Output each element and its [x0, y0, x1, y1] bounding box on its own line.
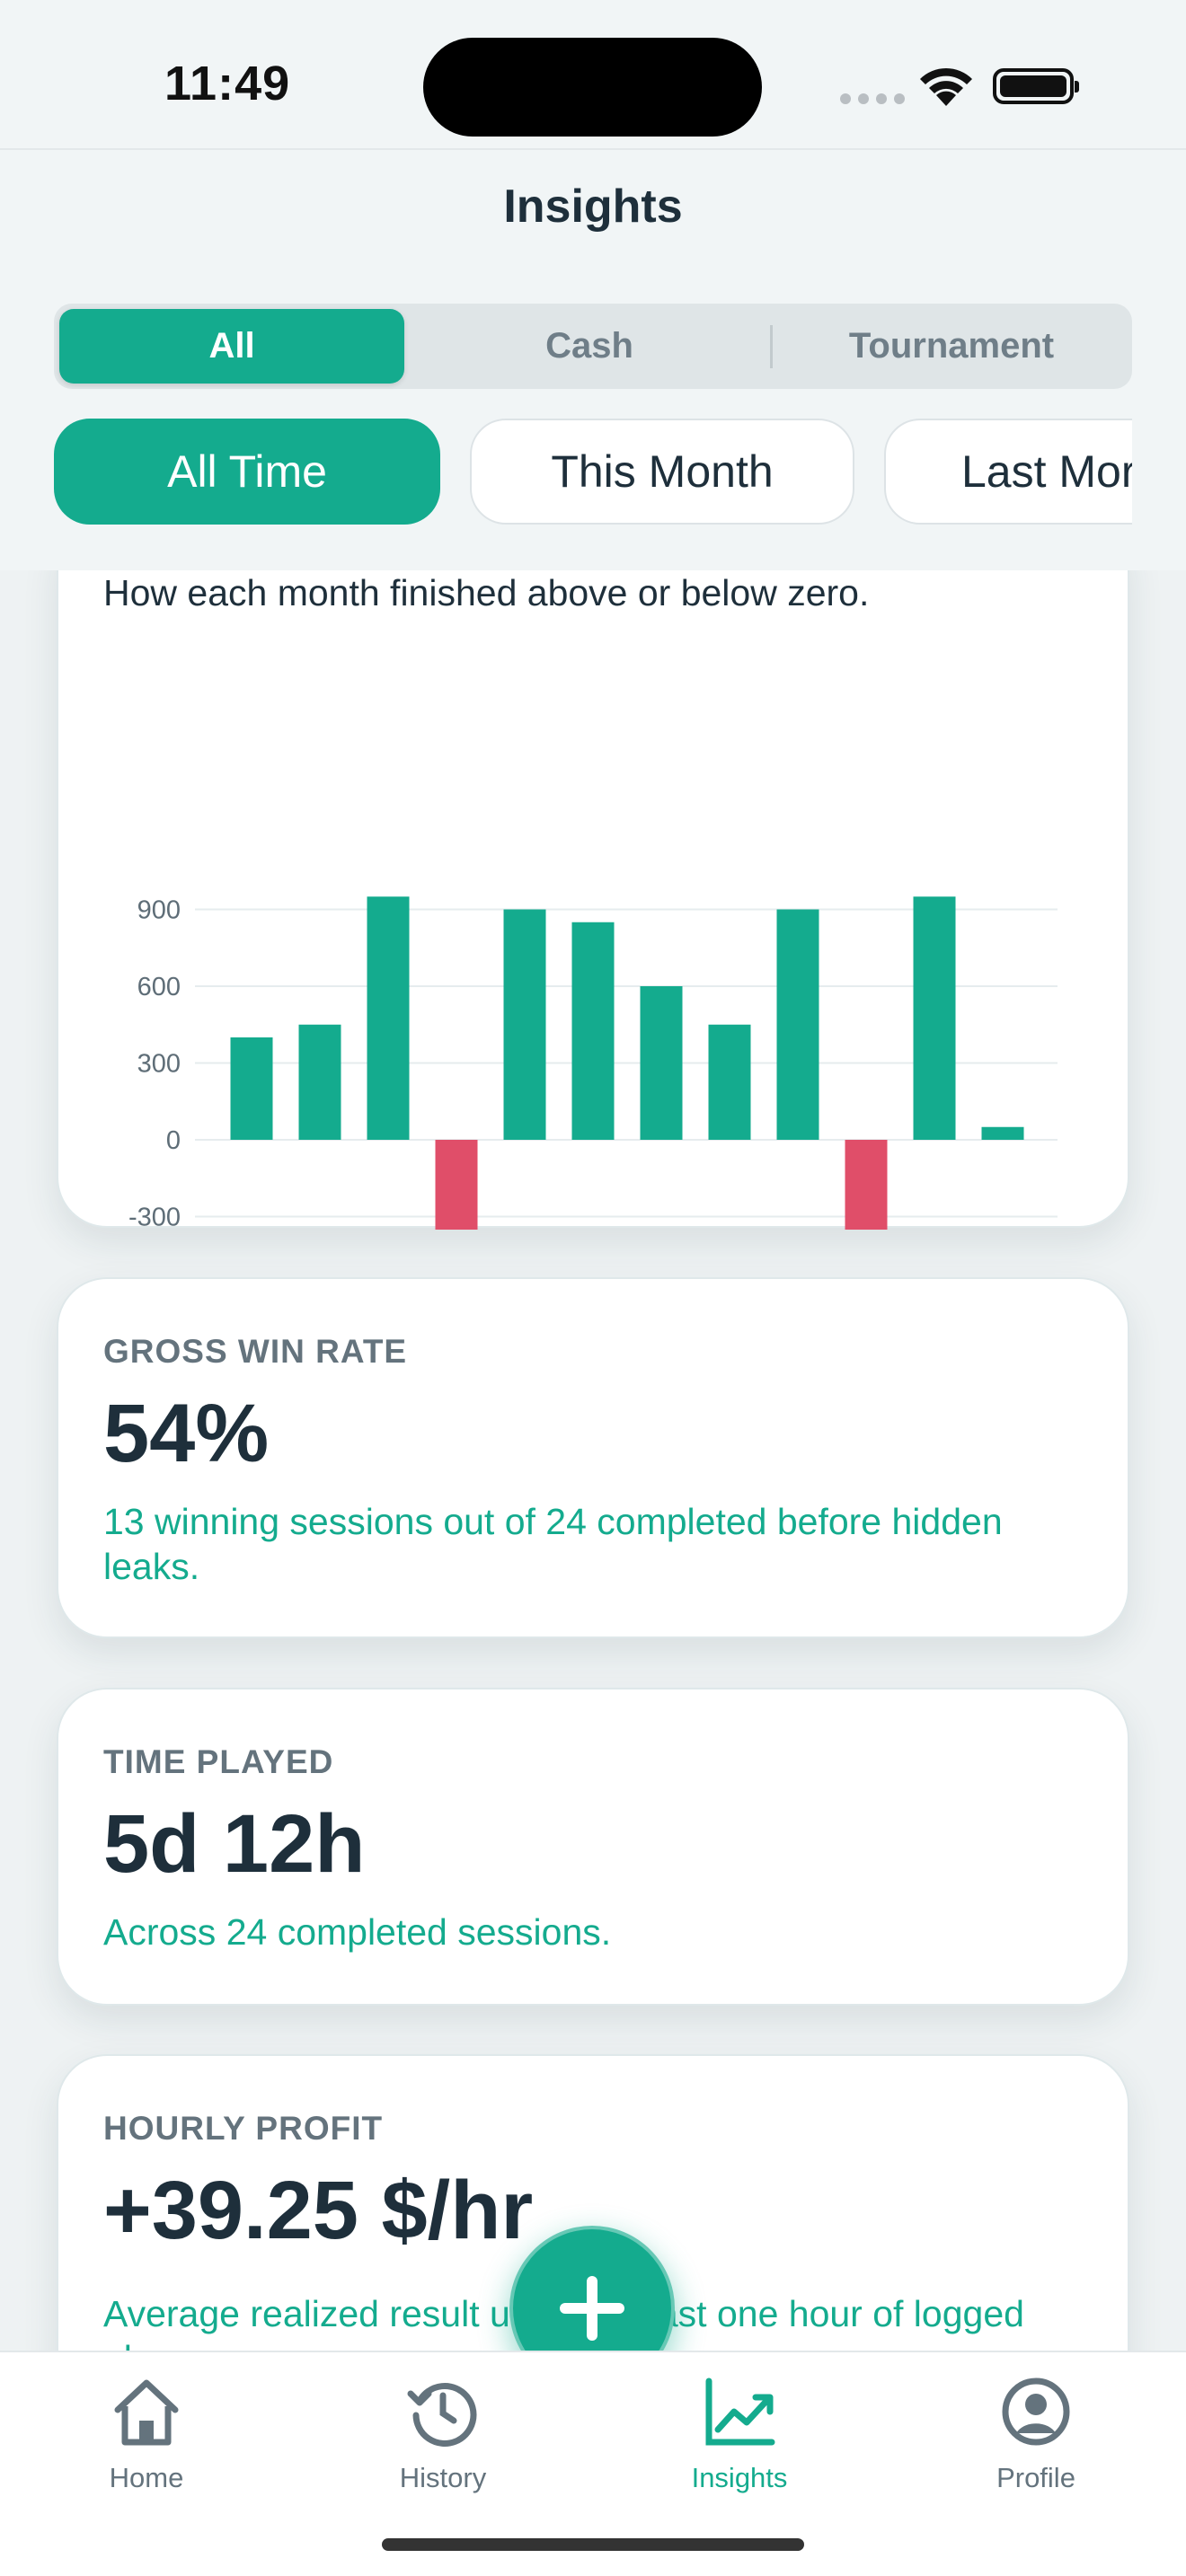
chart-bar — [571, 922, 615, 1140]
tab-insights-label: Insights — [691, 2462, 788, 2493]
gross-win-rate-card: GROSS WIN RATE 54% 13 winning sessions o… — [57, 1277, 1129, 1638]
gross-win-rate-label: GROSS WIN RATE — [103, 1333, 408, 1370]
y-tick-label: 300 — [137, 1050, 181, 1079]
chart-bar — [435, 1140, 478, 1230]
tab-insights[interactable]: Insights — [650, 2374, 829, 2494]
cellular-signal-icon — [840, 93, 905, 104]
chart-bar — [230, 1037, 273, 1140]
history-icon — [407, 2383, 477, 2447]
hourly-profit-value: +39.25 $/hr — [103, 2165, 534, 2256]
chip-last-month[interactable]: Last Mor — [884, 419, 1132, 525]
tab-history-label: History — [399, 2462, 487, 2493]
dynamic-island — [423, 38, 762, 137]
segment-divider — [770, 325, 773, 368]
chart-bar — [503, 909, 546, 1140]
status-time: 11:49 — [164, 57, 291, 110]
wifi-icon — [920, 67, 972, 106]
gross-win-rate-subtitle: 13 winning sessions out of 24 completed … — [103, 1501, 1003, 1587]
chart-caption: How each month finished above or below z… — [103, 572, 870, 613]
tab-home[interactable]: Home — [57, 2374, 236, 2494]
time-played-subtitle: Across 24 completed sessions. — [103, 1911, 612, 1953]
home-indicator — [382, 2538, 804, 2551]
tab-home-label: Home — [109, 2462, 184, 2493]
home-icon — [114, 2379, 179, 2446]
chart-bar — [367, 896, 410, 1140]
time-played-label: TIME PLAYED — [103, 1743, 334, 1780]
time-played-card: TIME PLAYED 5d 12h Across 24 completed s… — [57, 1688, 1129, 2006]
chart-bar — [913, 896, 956, 1140]
y-tick-label: 900 — [137, 896, 181, 925]
period-filter-row[interactable]: All Time This Month Last Mor — [0, 419, 1132, 526]
insights-scroll-content[interactable]: How each month finished above or below z… — [0, 570, 1186, 2351]
tab-history[interactable]: History — [353, 2374, 533, 2494]
y-tick-label: -300 — [128, 1204, 181, 1231]
chart-bar — [298, 1024, 341, 1140]
page-title: Insights — [503, 181, 683, 233]
chart-bar — [640, 986, 683, 1140]
tab-profile-label: Profile — [996, 2462, 1075, 2493]
chip-all-time[interactable]: All Time — [54, 419, 440, 525]
y-tick-label: 600 — [137, 973, 181, 1001]
time-played-value: 5d 12h — [103, 1798, 366, 1890]
chart-bar — [708, 1024, 751, 1140]
battery-icon — [993, 68, 1079, 104]
segment-cash[interactable]: Cash — [545, 326, 633, 366]
monthly-results-card: How each month finished above or below z… — [57, 570, 1129, 1231]
chart-bar — [845, 1140, 888, 1230]
insights-icon — [705, 2378, 775, 2446]
hourly-profit-label: HOURLY PROFIT — [103, 2110, 384, 2147]
chart-bar — [981, 1126, 1024, 1140]
plus-icon — [560, 2276, 624, 2341]
profile-icon — [1002, 2378, 1070, 2446]
game-type-segmented-control[interactable]: All Cash Tournament — [54, 304, 1132, 389]
segment-tournament[interactable]: Tournament — [848, 326, 1055, 366]
segment-all[interactable]: All — [59, 309, 404, 384]
tab-profile[interactable]: Profile — [946, 2374, 1126, 2494]
status-bar: 11:49 — [0, 0, 1186, 148]
gross-win-rate-value: 54% — [103, 1388, 270, 1479]
chip-this-month[interactable]: This Month — [470, 419, 854, 525]
chart-bar — [776, 909, 819, 1140]
y-tick-label: 0 — [166, 1126, 181, 1155]
